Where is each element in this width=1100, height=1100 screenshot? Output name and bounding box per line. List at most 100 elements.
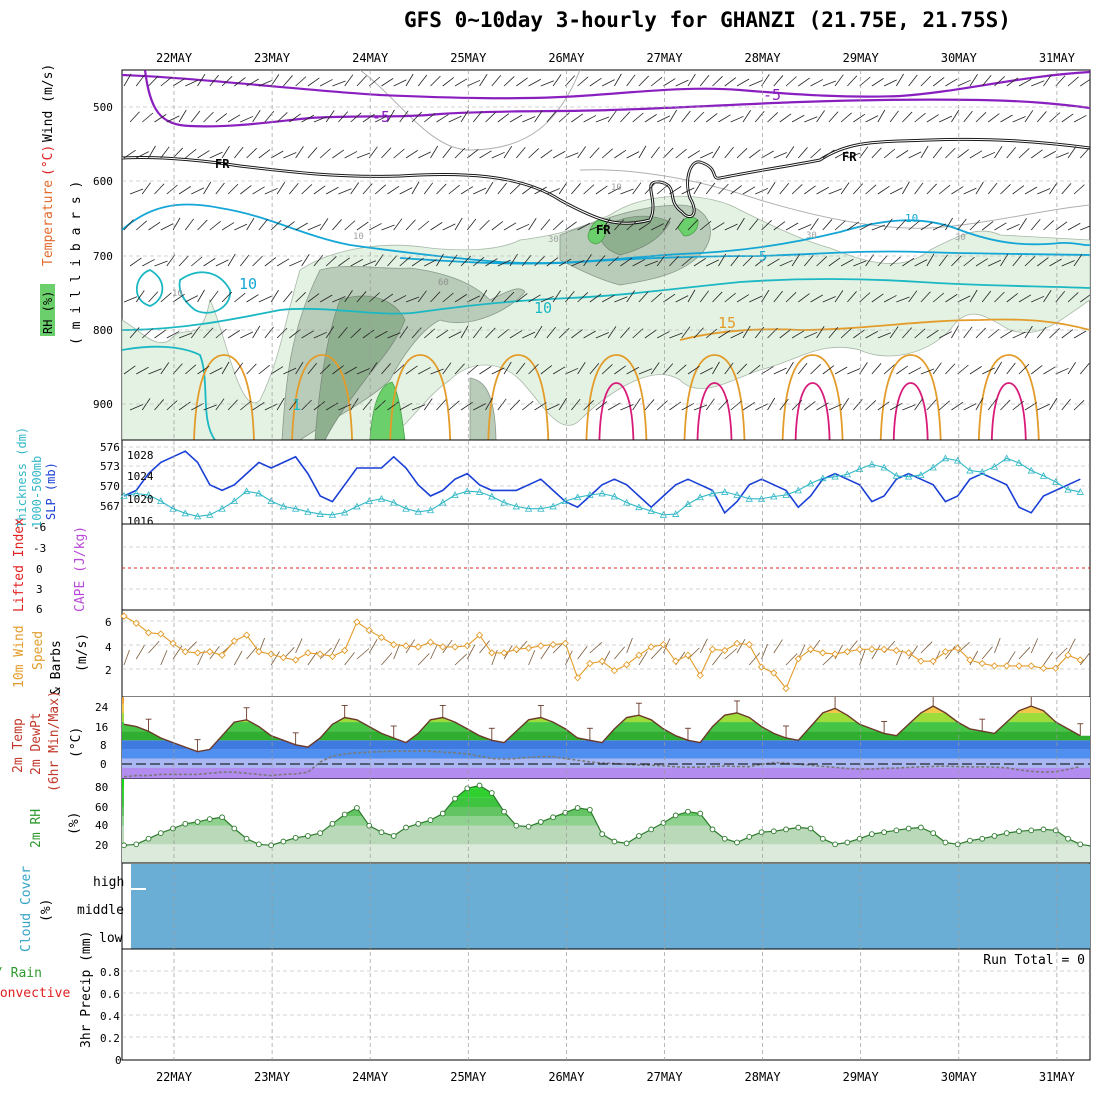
wind-barb bbox=[877, 109, 886, 123]
rh2m-point bbox=[1052, 827, 1059, 834]
wind-barb bbox=[356, 221, 369, 231]
thickness-point bbox=[230, 497, 239, 504]
wind-barb bbox=[712, 222, 725, 231]
wind-barb bbox=[307, 293, 320, 303]
wind10-plot bbox=[120, 612, 1091, 693]
wind10-barb bbox=[871, 645, 881, 660]
precip-tick: 0.8 bbox=[100, 966, 120, 979]
wind-barb bbox=[123, 296, 138, 303]
wind-barb bbox=[374, 400, 386, 411]
wind-barb bbox=[938, 331, 952, 339]
wind-barb bbox=[945, 78, 958, 87]
wind10-barb bbox=[540, 645, 551, 660]
wind-barb bbox=[332, 149, 345, 159]
wind-barb bbox=[1073, 399, 1085, 411]
wind-barb bbox=[687, 365, 700, 375]
wind10-barb bbox=[957, 641, 970, 654]
rh-region-dark bbox=[599, 215, 671, 256]
wind-barb bbox=[1055, 291, 1066, 303]
thickness-point bbox=[451, 491, 459, 498]
thickness-tick: 573 bbox=[100, 460, 120, 473]
wind-barb bbox=[1049, 327, 1060, 339]
date-label: 24MAY bbox=[352, 51, 389, 65]
wind-barb bbox=[454, 78, 468, 87]
wind-barb bbox=[908, 367, 922, 375]
wind-barb bbox=[797, 147, 808, 159]
temp-contour-15 bbox=[679, 318, 1090, 341]
wind-barb bbox=[129, 404, 144, 411]
thickness-point bbox=[475, 488, 484, 495]
wind10-point bbox=[745, 640, 753, 649]
wind-barb bbox=[344, 220, 356, 231]
rh2m-point bbox=[611, 838, 618, 845]
wind-barb bbox=[583, 330, 596, 339]
wind-barb bbox=[295, 222, 308, 231]
wind-barb bbox=[908, 151, 922, 159]
rh2m-point bbox=[206, 816, 213, 822]
wind-barb bbox=[669, 186, 682, 195]
wind-barb bbox=[1080, 294, 1090, 303]
wind-barb bbox=[614, 296, 628, 303]
wind-barb bbox=[706, 259, 719, 267]
wind10-point bbox=[549, 640, 557, 649]
thickness-point bbox=[904, 472, 913, 480]
thickness-point bbox=[561, 497, 570, 504]
cloud-unit-label: (%) bbox=[39, 899, 54, 922]
wind-barb bbox=[460, 255, 472, 267]
chart-title: GFS 0~10day 3-hourly for GHANZI (21.75E,… bbox=[404, 8, 1011, 32]
wind10-point bbox=[206, 648, 214, 656]
wind-barb bbox=[957, 218, 967, 231]
thickness-point bbox=[402, 504, 410, 512]
wind-barb bbox=[705, 113, 718, 123]
wind-barb bbox=[430, 145, 439, 159]
wind-barb bbox=[423, 182, 433, 195]
wind-barb bbox=[687, 219, 698, 231]
wind-barb bbox=[877, 185, 890, 195]
wind10-axis-label: 10m Wind bbox=[12, 625, 27, 688]
wind-barb bbox=[810, 294, 823, 303]
wind-barb bbox=[865, 184, 877, 195]
wind10-point bbox=[120, 612, 128, 620]
wind-barb bbox=[123, 73, 132, 87]
wind-barb bbox=[1006, 293, 1018, 303]
wind-barb bbox=[227, 183, 239, 195]
wind10-point bbox=[255, 648, 263, 656]
wind-barb bbox=[307, 147, 318, 159]
wind-barb bbox=[528, 78, 542, 87]
wind-barb bbox=[252, 110, 261, 123]
wind-barb bbox=[558, 112, 570, 123]
wind-barb bbox=[749, 295, 763, 303]
wind-barb bbox=[902, 404, 916, 411]
rh2m-point bbox=[660, 820, 667, 826]
wind-barb bbox=[798, 77, 810, 87]
wind10-barb bbox=[148, 640, 160, 654]
wind-barb bbox=[871, 363, 882, 375]
wind-barb bbox=[963, 110, 973, 123]
wind-barb bbox=[987, 182, 998, 195]
wind-barb bbox=[791, 330, 805, 339]
wind-barb bbox=[932, 362, 942, 375]
thickness-tick: 576 bbox=[100, 441, 120, 454]
wind-barb bbox=[712, 145, 721, 159]
wind-barb bbox=[589, 293, 602, 303]
wind-barb bbox=[816, 256, 828, 267]
rh2m-point bbox=[170, 825, 176, 832]
wind-barb bbox=[534, 325, 543, 339]
rh2m-point bbox=[881, 829, 887, 836]
wind-barb bbox=[154, 114, 167, 123]
wind-barb bbox=[675, 218, 685, 231]
rh2m-point bbox=[403, 824, 409, 831]
wind-barb bbox=[1061, 113, 1074, 123]
wind-barb bbox=[626, 220, 638, 231]
wind-barb bbox=[859, 223, 873, 231]
wind-barb bbox=[154, 183, 165, 195]
wind-barb bbox=[142, 112, 154, 123]
wind-barb bbox=[185, 364, 197, 375]
wind10-barb bbox=[712, 652, 723, 666]
wind-barb bbox=[779, 398, 789, 411]
wind-barb bbox=[583, 115, 597, 123]
wind-barb bbox=[589, 147, 600, 159]
thickness-point bbox=[782, 491, 790, 498]
wind-barb bbox=[822, 80, 837, 87]
wind-barb bbox=[516, 362, 526, 375]
